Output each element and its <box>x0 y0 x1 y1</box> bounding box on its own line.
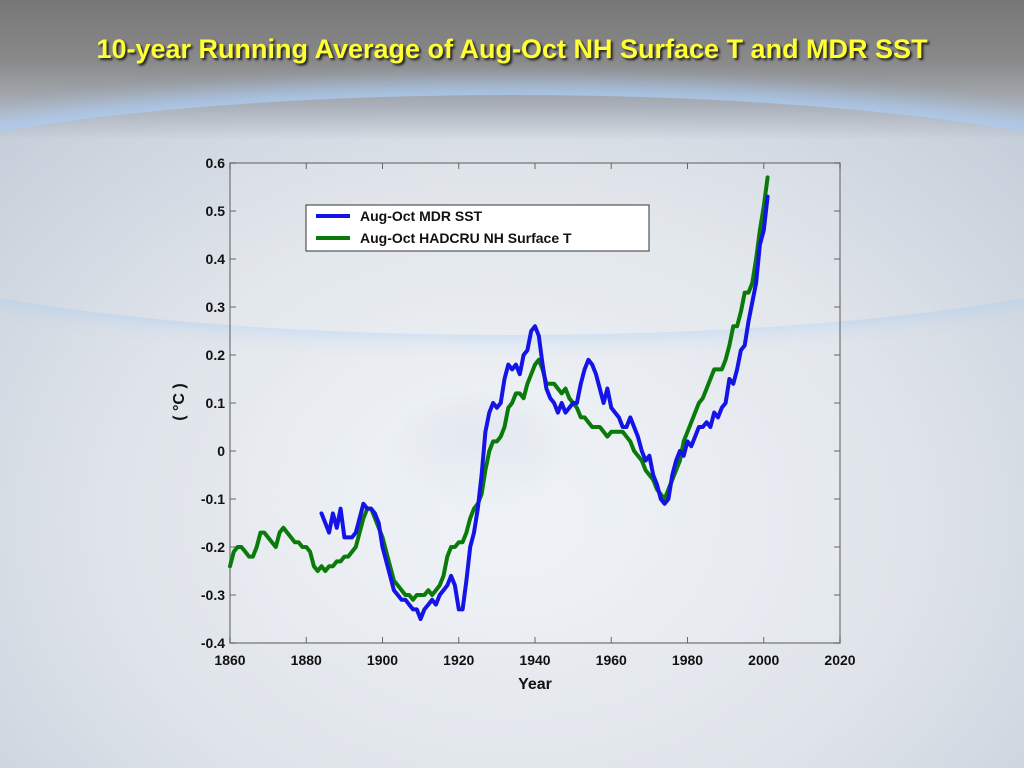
y-tick-label: 0 <box>217 443 225 459</box>
y-tick-label: 0.2 <box>206 347 226 363</box>
y-tick-label: 0.5 <box>206 203 226 219</box>
y-tick-label: 0.1 <box>206 395 226 411</box>
y-tick-label: -0.2 <box>201 539 225 555</box>
y-axis-title: ( °C ) <box>171 383 188 421</box>
x-tick-label: 1880 <box>291 652 322 668</box>
x-tick-label: 1920 <box>443 652 474 668</box>
legend-box <box>305 204 650 252</box>
x-tick-label: 2000 <box>748 652 779 668</box>
series-line-hadcru <box>228 175 770 602</box>
slide-title: 10-year Running Average of Aug-Oct NH Su… <box>96 34 928 64</box>
x-tick-label: 1860 <box>214 652 245 668</box>
y-tick-label: -0.3 <box>201 587 225 603</box>
x-tick-label: 1900 <box>367 652 398 668</box>
y-tick-label: -0.4 <box>201 635 225 651</box>
legend: Aug-Oct MDR SST Aug-Oct HADCRU NH Surfac… <box>305 204 650 252</box>
y-tick-labels: 0.6 0.5 0.4 0.3 0.2 0.1 0 -0.1 -0.2 -0.3 -0.4 <box>201 155 225 651</box>
space-band <box>0 0 1024 140</box>
y-tick-label: 0.4 <box>206 251 226 267</box>
series-line-mdr-sst <box>319 194 770 621</box>
y-tick-label: 0.3 <box>206 299 226 315</box>
y-tick-label: -0.1 <box>201 491 225 507</box>
legend-label-mdr-sst: Aug-Oct MDR SST <box>360 208 483 224</box>
x-tick-label: 1940 <box>519 652 550 668</box>
x-tick-labels: 1860 1880 1900 1920 1940 1960 1980 2000 2020 <box>214 652 855 668</box>
series-layer <box>228 175 770 621</box>
legend-label-hadcru: Aug-Oct HADCRU NH Surface T <box>360 230 572 246</box>
x-tick-label: 1960 <box>596 652 627 668</box>
x-axis-title: Year <box>518 676 552 693</box>
y-tick-label: 0.6 <box>206 155 226 171</box>
axis-ticks <box>229 162 841 644</box>
x-tick-label: 2020 <box>824 652 855 668</box>
x-tick-label: 1980 <box>672 652 703 668</box>
